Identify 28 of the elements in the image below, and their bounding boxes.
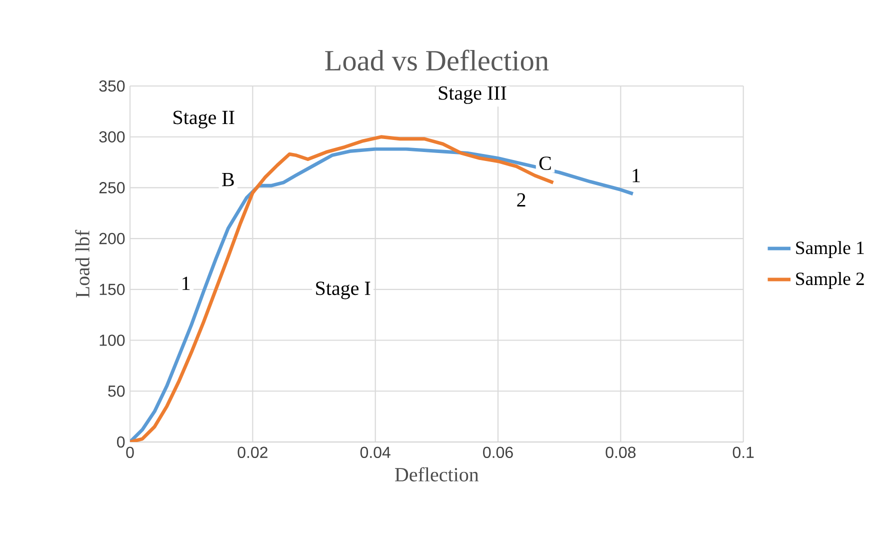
y-tick-label: 150 [100, 284, 125, 296]
x-axis-title: Deflection [395, 467, 479, 482]
y-tick-label: 300 [99, 131, 125, 142]
y-axis-title: Load lbf [75, 230, 90, 298]
line-series [130, 135, 555, 442]
annotation: Stage II [174, 110, 234, 128]
x-tick-label: 0 [126, 446, 134, 458]
x-tick-label: 0.04 [360, 446, 390, 458]
annotation: 1 [182, 276, 190, 290]
annotation: 2 [517, 193, 526, 207]
y-tick-label: 200 [99, 232, 125, 244]
y-tick-label: 0 [117, 436, 125, 448]
x-tick-label: 0.1 [732, 446, 754, 458]
legend-label: Sample 1 [796, 241, 864, 258]
x-tick-label: 0.02 [238, 446, 268, 458]
annotation: 1 [632, 168, 640, 182]
annotation: B [222, 172, 234, 186]
y-tick-label: 350 [99, 80, 125, 92]
legend-label: Sample 2 [796, 272, 864, 289]
y-tick-label: 50 [108, 385, 125, 397]
x-tick-label: 0.06 [483, 446, 513, 458]
annotation: Stage I [316, 282, 370, 300]
annotation: C [539, 156, 551, 170]
y-tick-label: 100 [100, 334, 125, 346]
y-tick-label: 250 [99, 182, 125, 194]
annotation: Stage III [438, 86, 506, 104]
x-tick-label: 0.08 [606, 446, 636, 458]
chart-title: Load vs Deflection [325, 50, 549, 71]
